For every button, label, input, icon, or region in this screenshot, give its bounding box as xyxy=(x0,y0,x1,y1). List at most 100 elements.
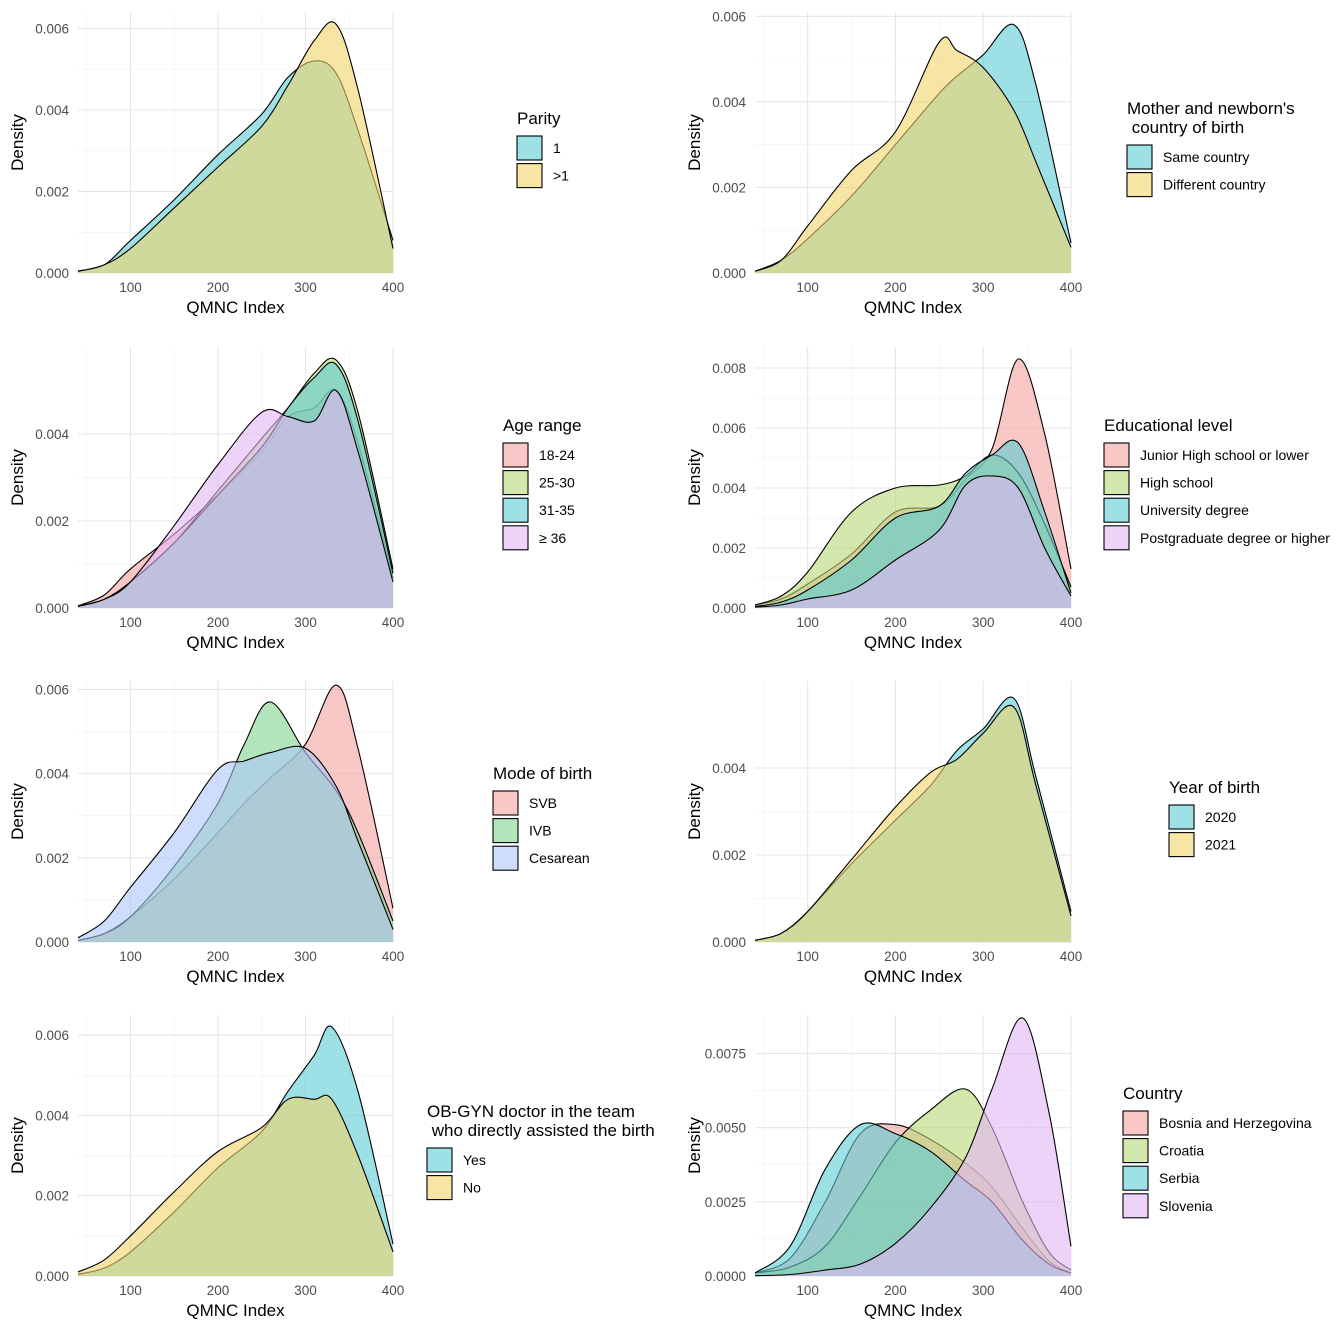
legend-label: Serbia xyxy=(1159,1170,1200,1186)
y-tick-label: 0.000 xyxy=(712,935,746,950)
x-tick-label: 100 xyxy=(796,615,819,630)
density-area-3 xyxy=(78,746,393,942)
density-curve-4 xyxy=(77,389,394,607)
density-area-2 xyxy=(755,705,1071,942)
y-tick-label: 0.000 xyxy=(712,266,746,281)
legend-key-1 xyxy=(502,442,529,468)
legend-label: Yes xyxy=(463,1152,486,1168)
legend-label: Bosnia and Herzegovina xyxy=(1159,1115,1312,1131)
legend-title: Mother and newborn's xyxy=(1127,99,1295,118)
y-tick-label: 0.006 xyxy=(35,682,69,697)
x-tick-label: 400 xyxy=(1060,1283,1083,1298)
legend-key-3 xyxy=(492,845,519,871)
x-tick-label: 400 xyxy=(382,949,405,964)
x-axis-title: QMNC Index xyxy=(864,298,963,317)
legend-label: 2020 xyxy=(1205,809,1236,825)
legend-key-1 xyxy=(492,790,519,816)
legend-label: 25-30 xyxy=(539,475,575,491)
density-curve-2 xyxy=(77,1094,394,1273)
legend: Country Bosnia and Herzegovina Croatia Serb… xyxy=(1122,1084,1312,1219)
y-tick-label: 0.004 xyxy=(35,1108,69,1123)
legend-label: 2021 xyxy=(1205,837,1236,853)
legend-label: SVB xyxy=(529,795,557,811)
chart-panel-4: 100 200 300 400 0.000 0.002 0.004 0.006 0.008 QMN… xyxy=(685,347,1330,652)
x-tick-label: 100 xyxy=(796,1283,819,1298)
y-tick-label: 0.002 xyxy=(35,851,69,866)
legend-key-4 xyxy=(1122,1193,1149,1219)
y-tick-label: 0.004 xyxy=(35,767,69,782)
legend-key-2 xyxy=(1103,470,1130,496)
x-axis-title: QMNC Index xyxy=(864,633,963,652)
x-axis-title: QMNC Index xyxy=(186,633,285,652)
density-curve-2 xyxy=(77,21,394,272)
y-tick-label: 0.004 xyxy=(712,761,746,776)
y-tick-label: 0.004 xyxy=(35,103,69,118)
legend-title: who directly assisted the birth xyxy=(427,1121,655,1140)
chart-panel-1: 100 200 300 400 0.000 0.002 0.004 0.006 QMNC Ind… xyxy=(8,12,569,317)
legend-key-4 xyxy=(1103,525,1130,551)
x-axis-title: QMNC Index xyxy=(186,967,285,986)
legend-key-2 xyxy=(1122,1138,1149,1164)
x-tick-label: 200 xyxy=(207,1283,230,1298)
y-tick-label: 0.002 xyxy=(35,184,69,199)
y-tick-label: 0.000 xyxy=(35,1269,69,1284)
legend-label: 1 xyxy=(553,140,561,156)
legend-title: Educational level xyxy=(1104,416,1233,435)
y-tick-label: 0.002 xyxy=(712,180,746,195)
chart-panel-3: 100 200 300 400 0.000 0.002 0.004 QMNC Index Den… xyxy=(8,347,581,652)
y-tick-label: 0.0025 xyxy=(705,1195,746,1210)
legend-label: Different country xyxy=(1163,177,1265,193)
legend-key-2 xyxy=(426,1175,453,1201)
y-tick-label: 0.004 xyxy=(712,481,746,496)
density-curve-4 xyxy=(754,475,1072,608)
y-tick-label: 0.004 xyxy=(712,95,746,110)
legend: Year of birth 2020 2021 xyxy=(1168,778,1260,858)
y-tick-label: 0.002 xyxy=(712,848,746,863)
y-tick-label: 0.0050 xyxy=(705,1121,746,1136)
x-tick-label: 200 xyxy=(884,615,907,630)
legend-title: OB-GYN doctor in the team xyxy=(427,1102,635,1121)
y-tick-label: 0.000 xyxy=(35,935,69,950)
legend: Mode of birth SVB IVB Cesarean xyxy=(492,764,592,871)
legend-key-3 xyxy=(1122,1165,1149,1191)
density-area-4 xyxy=(755,1017,1071,1276)
legend-key-3 xyxy=(502,497,529,523)
density-curve-3 xyxy=(754,439,1072,608)
legend-label: High school xyxy=(1140,475,1213,491)
x-axis-title: QMNC Index xyxy=(186,1301,285,1320)
y-tick-label: 0.006 xyxy=(35,1028,69,1043)
density-curve-4 xyxy=(754,1017,1072,1277)
y-axis-title: Density xyxy=(8,783,27,840)
y-tick-label: 0.002 xyxy=(712,541,746,556)
y-tick-label: 0.006 xyxy=(712,421,746,436)
y-tick-label: 0.000 xyxy=(712,601,746,616)
legend-label: Cesarean xyxy=(529,850,590,866)
legend-key-2 xyxy=(1168,832,1195,858)
y-axis-title: Density xyxy=(685,783,704,840)
chart-panel-2: 100 200 300 400 0.000 0.002 0.004 0.006 QMNC Ind… xyxy=(685,9,1295,317)
legend-key-1 xyxy=(426,1147,453,1173)
x-tick-label: 200 xyxy=(207,949,230,964)
x-tick-label: 100 xyxy=(119,1283,142,1298)
y-tick-label: 0.008 xyxy=(712,361,746,376)
y-axis-title: Density xyxy=(685,114,704,171)
legend-key-2 xyxy=(492,818,519,844)
legend: Parity 1 >1 xyxy=(516,109,569,189)
legend-label: IVB xyxy=(529,823,552,839)
legend: Age range 18-24 25-30 31-35 ≥ 36 xyxy=(502,416,581,551)
x-tick-label: 300 xyxy=(294,1283,317,1298)
density-area-2 xyxy=(78,21,393,274)
legend-label: >1 xyxy=(553,168,569,184)
legend-title: Country xyxy=(1123,1084,1183,1103)
y-tick-label: 0.006 xyxy=(712,9,746,24)
density-curve-3 xyxy=(77,745,394,939)
x-tick-label: 100 xyxy=(796,949,819,964)
x-tick-label: 200 xyxy=(884,949,907,964)
y-axis-title: Density xyxy=(685,1117,704,1174)
legend-title: Year of birth xyxy=(1169,778,1260,797)
legend-key-1 xyxy=(1103,442,1130,468)
x-axis-title: QMNC Index xyxy=(864,967,963,986)
x-axis-title: QMNC Index xyxy=(186,298,285,317)
x-tick-label: 100 xyxy=(119,949,142,964)
